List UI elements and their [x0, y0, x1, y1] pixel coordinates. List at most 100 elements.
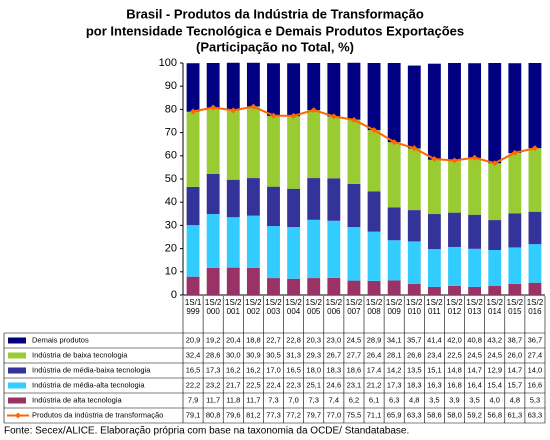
- bar-segment: [226, 110, 240, 180]
- bar-segment: [508, 63, 522, 154]
- table-value: 63,3: [407, 410, 422, 419]
- table-value: 25,1: [306, 380, 321, 389]
- bar-segment: [267, 115, 280, 187]
- x-tick-label-box: 1S/2015: [506, 298, 524, 316]
- x-tick-label-box: 1S/2005: [305, 298, 322, 316]
- x-tick-label-box: 1S/2013: [466, 298, 482, 316]
- x-tick-label: 1S/2015: [506, 298, 524, 316]
- legend-swatch: [8, 337, 26, 344]
- x-tick-label-box: 1S/2002: [245, 298, 262, 316]
- bar-segment: [488, 249, 502, 286]
- bar-segment: [448, 212, 461, 247]
- table-value: 28,6: [206, 350, 221, 359]
- table-value: 20,9: [186, 335, 201, 344]
- table-value: 18,8: [246, 335, 261, 344]
- bar-segment: [307, 110, 321, 179]
- x-tick-label: 1S/2006: [325, 298, 343, 316]
- x-tick-label: 1S/2012: [446, 298, 463, 316]
- table-value: 4,0: [490, 395, 500, 404]
- x-tick-label: 1S/2009: [385, 298, 403, 316]
- y-tick-label: 20: [165, 243, 177, 255]
- table-value: 16,6: [528, 380, 543, 389]
- table-value: 11,7: [246, 395, 260, 404]
- table-value: 26,0: [508, 350, 523, 359]
- legend-label: Indústria de baixa tecnologia: [32, 350, 128, 359]
- bar-segment: [468, 157, 482, 215]
- table-value: 27,4: [528, 350, 543, 359]
- x-tick-label: 1S/2005: [305, 298, 322, 316]
- table-value: 22,8: [286, 335, 301, 344]
- bar-segment: [528, 282, 542, 295]
- bar-segment: [367, 280, 381, 295]
- y-tick-label: 50: [165, 173, 177, 185]
- bar-segment: [367, 130, 381, 192]
- table-value: 23,2: [206, 380, 221, 389]
- table-value: 79,6: [226, 410, 241, 419]
- table-value: 14,8: [447, 365, 462, 374]
- line-marker: [310, 107, 317, 114]
- bar-segment: [427, 159, 441, 215]
- bar-segment: [307, 178, 321, 220]
- x-tick-label: 1S/2010: [406, 298, 423, 316]
- table-value: 41,4: [427, 335, 442, 344]
- x-tick-label: 1S/2002: [245, 298, 262, 316]
- table-value: 15,1: [427, 365, 442, 374]
- bar-segment: [287, 116, 301, 189]
- table-value: 3,9: [449, 395, 459, 404]
- line-marker: [330, 113, 337, 120]
- table-value: 19,2: [206, 335, 221, 344]
- x-tick-label: 1S/2003: [265, 298, 282, 316]
- bar-segment: [226, 62, 240, 111]
- bar-segment: [387, 240, 401, 281]
- table-value: 16,3: [427, 380, 442, 389]
- source-note: Fonte: Secex/ALICE. Elaboração própria c…: [4, 426, 409, 437]
- x-tick-label-box: 1S/2014: [486, 298, 502, 316]
- bar-segment: [287, 278, 301, 295]
- table-value: 22,5: [246, 380, 261, 389]
- bar-segment: [226, 179, 240, 218]
- y-tick-label: 80: [165, 103, 177, 115]
- table-value: 26,4: [367, 350, 382, 359]
- table-value: 16,5: [186, 365, 201, 374]
- line-marker: [431, 156, 438, 163]
- table-value: 15,7: [508, 380, 523, 389]
- x-tick-label: 1S/2000: [204, 298, 222, 316]
- line-marker: [250, 103, 257, 110]
- chart-title: por Intensidade Tecnológica e Demais Pro…: [86, 23, 464, 38]
- bar-segment: [448, 285, 461, 295]
- line-marker: [511, 149, 518, 156]
- bar-segment: [488, 163, 502, 221]
- bar-segment: [387, 63, 401, 143]
- table-value: 7,9: [188, 395, 198, 404]
- bar-segment: [367, 191, 381, 232]
- table-value: 14,7: [508, 365, 523, 374]
- line-marker: [491, 160, 498, 167]
- bar-segment: [327, 277, 341, 295]
- line-marker: [190, 108, 197, 115]
- table-value: 21,7: [226, 380, 241, 389]
- bar-segment: [287, 188, 301, 228]
- bar-segment: [528, 244, 542, 283]
- bar-segment: [468, 214, 482, 249]
- bar-segment: [427, 214, 441, 250]
- x-tick-label-box: 1S/2007: [346, 298, 362, 316]
- bar-segment: [508, 247, 522, 284]
- table-value: 30,5: [266, 350, 281, 359]
- table-value: 22,3: [286, 380, 301, 389]
- bar-segment: [367, 63, 381, 131]
- line-marker: [290, 112, 297, 119]
- bar-segment: [307, 278, 321, 295]
- table-value: 40,8: [467, 335, 482, 344]
- y-tick-label: 30: [165, 219, 177, 231]
- x-tick-label: 1S/2001: [225, 298, 242, 316]
- bar-segment: [468, 248, 482, 287]
- table-value: 3,5: [429, 395, 439, 404]
- bar-segment: [347, 280, 361, 295]
- table-value: 24,6: [327, 380, 342, 389]
- line-marker: [371, 127, 378, 134]
- line-marker: [391, 139, 398, 146]
- table-value: 16,2: [226, 365, 241, 374]
- table-value: 58,6: [427, 410, 442, 419]
- bar-segment: [186, 111, 200, 187]
